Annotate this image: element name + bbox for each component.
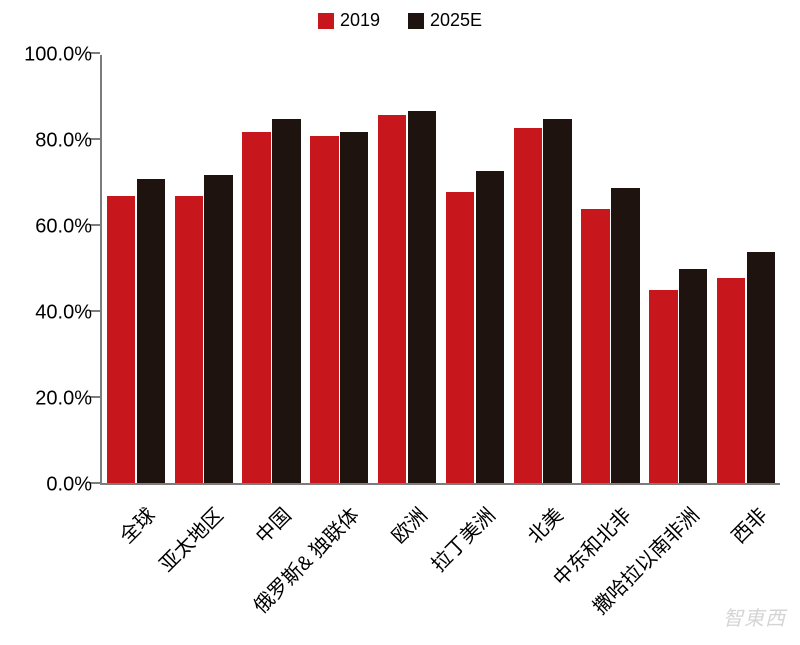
y-axis-label: 80.0% xyxy=(35,130,92,153)
x-axis-label: 中国 xyxy=(248,500,297,549)
bar-group xyxy=(441,55,509,483)
bar-2019 xyxy=(378,115,406,483)
bar-group xyxy=(644,55,712,483)
y-axis-label: 0.0% xyxy=(46,474,92,497)
bar-2025e xyxy=(272,119,300,483)
bars xyxy=(102,55,780,483)
bar-2025e xyxy=(611,188,639,483)
bar-group xyxy=(712,55,780,483)
chart-container: 2019 2025E 0.0%20.0%40.0%60.0%80.0%100.0… xyxy=(0,0,800,645)
bar-2019 xyxy=(310,136,338,483)
watermark: 智東西 xyxy=(723,602,786,631)
bar-group xyxy=(373,55,441,483)
bar-2025e xyxy=(408,111,436,483)
bar-2019 xyxy=(175,196,203,483)
bar-2025e xyxy=(543,119,571,483)
x-axis-label: 拉丁美洲 xyxy=(423,500,500,577)
x-axis-labels: 全球亚太地区中国俄罗斯& 独联体欧洲拉丁美洲北美中东和北非撒哈拉以南非洲西非 xyxy=(100,490,780,640)
bar-2019 xyxy=(514,128,542,483)
bar-2019 xyxy=(649,290,677,483)
y-axis-label: 40.0% xyxy=(35,302,92,325)
bar-2019 xyxy=(242,132,270,483)
bar-2025e xyxy=(679,269,707,483)
bar-group xyxy=(170,55,238,483)
x-axis-label: 欧洲 xyxy=(384,500,433,549)
legend-label-2025e: 2025E xyxy=(430,10,482,31)
bar-2025e xyxy=(747,252,775,483)
legend-item-2019: 2019 xyxy=(318,10,380,31)
bar-2019 xyxy=(581,209,609,483)
bar-2019 xyxy=(446,192,474,483)
x-axis-label: 全球 xyxy=(112,500,161,549)
x-axis-label: 西非 xyxy=(724,500,773,549)
y-axis-label: 60.0% xyxy=(35,216,92,239)
plot-area: 0.0%20.0%40.0%60.0%80.0%100.0% xyxy=(100,55,780,485)
bar-2019 xyxy=(107,196,135,483)
bar-2025e xyxy=(476,171,504,483)
legend-swatch-2025e xyxy=(408,13,424,29)
y-axis-label: 100.0% xyxy=(24,44,92,67)
bar-group xyxy=(577,55,645,483)
x-axis-label: 亚太地区 xyxy=(151,500,228,577)
y-axis-label: 20.0% xyxy=(35,388,92,411)
x-axis-label: 北美 xyxy=(520,500,569,549)
bar-2025e xyxy=(137,179,165,483)
bar-group xyxy=(238,55,306,483)
bar-group xyxy=(102,55,170,483)
legend: 2019 2025E xyxy=(0,10,800,31)
bar-2019 xyxy=(717,278,745,483)
bar-group xyxy=(509,55,577,483)
bar-2025e xyxy=(340,132,368,483)
legend-item-2025e: 2025E xyxy=(408,10,482,31)
bar-2025e xyxy=(204,175,232,483)
legend-label-2019: 2019 xyxy=(340,10,380,31)
bar-group xyxy=(305,55,373,483)
legend-swatch-2019 xyxy=(318,13,334,29)
